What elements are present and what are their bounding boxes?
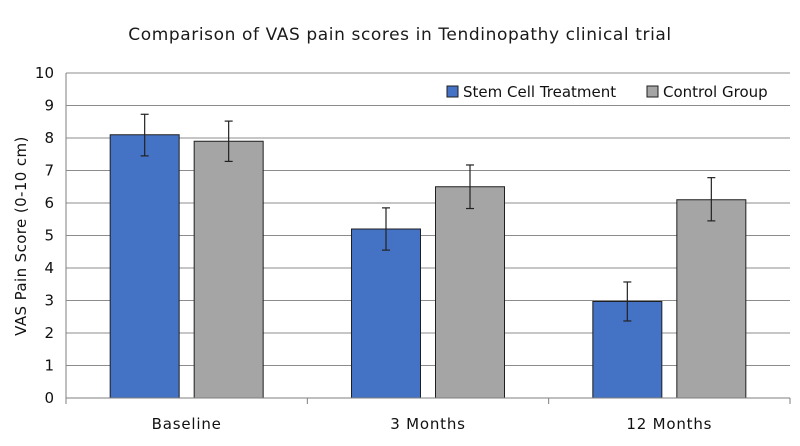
error-bar [382,207,390,251]
bar [109,134,180,399]
legend-label: Control Group [663,83,768,101]
legend-item: Control Group [646,83,768,101]
y-tick-label: 10 [35,64,54,82]
error-bar [466,164,474,210]
error-bar [623,281,632,322]
y-axis-label: VAS Pain Score (0-10 cm) [12,136,30,336]
error-bars [140,113,716,322]
axes [65,73,791,404]
bar [435,186,505,399]
gridlines [66,72,790,366]
y-tick-label: 7 [44,162,54,180]
bar [676,199,747,399]
legend: Stem Cell Treatment Control Group [446,83,768,101]
x-category-label: 12 Months [626,415,712,433]
y-tick-label: 1 [44,357,54,375]
y-tick-label: 4 [44,259,54,277]
x-category-label: Baseline [152,415,222,433]
x-category-label: 3 Months [390,415,466,433]
chart-title: Comparison of VAS pain scores in Tendino… [128,25,672,45]
y-tick-label: 3 [44,292,54,310]
x-category-labels: Baseline 3 Months 12 Months [152,415,712,433]
y-tick-labels: 0 1 2 3 4 5 6 7 8 9 10 [35,64,54,407]
y-tick-label: 9 [44,97,54,115]
error-bar [224,120,233,162]
y-tick-label: 8 [44,129,54,147]
legend-item: Stem Cell Treatment [446,83,616,101]
y-tick-label: 6 [44,194,54,212]
legend-swatch [646,85,659,98]
y-tick-label: 2 [44,324,54,342]
error-bar [140,113,149,157]
error-bar [707,177,716,222]
legend-swatch [446,85,459,98]
y-tick-label: 5 [44,227,54,245]
y-tick-label: 0 [44,389,54,407]
legend-label: Stem Cell Treatment [463,83,616,101]
bar [351,228,421,399]
bar [193,140,264,399]
bars [109,134,747,399]
